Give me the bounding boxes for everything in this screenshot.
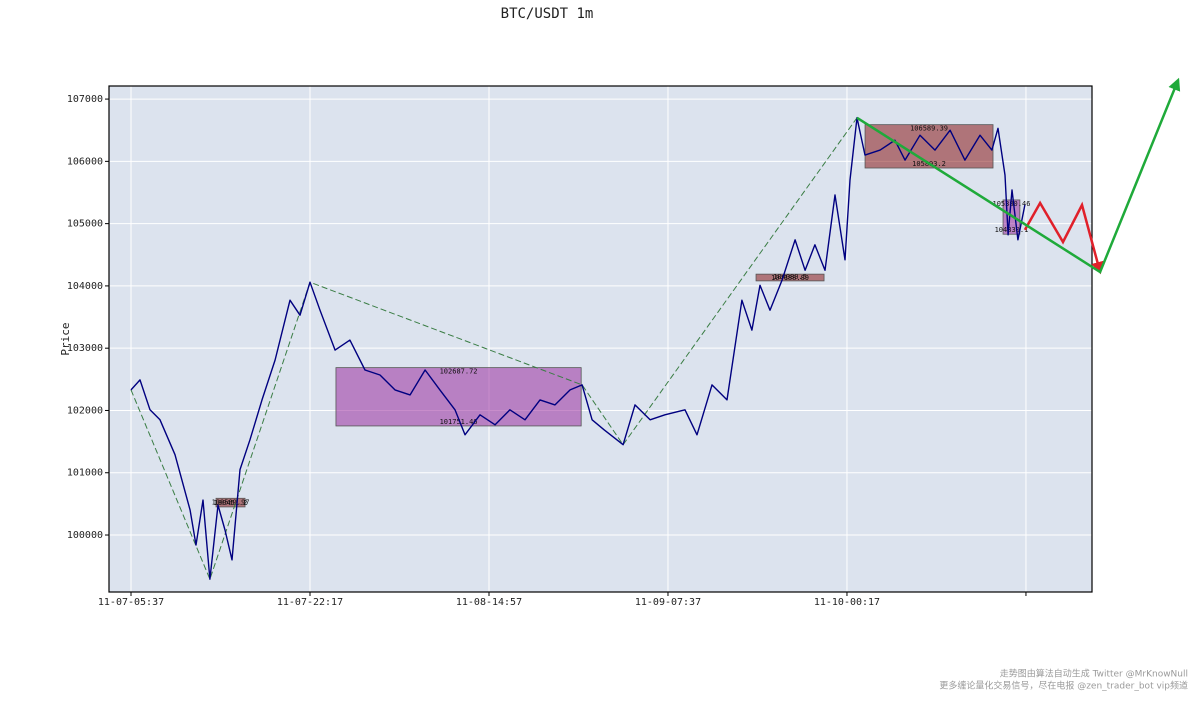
x-tick-label: 11-07-05:37	[98, 597, 164, 608]
y-axis-label: Price	[59, 322, 72, 355]
pivot-box	[215, 497, 246, 508]
y-tick-label: 103000	[67, 343, 103, 354]
x-tick-label: 11-07-22:17	[277, 597, 343, 608]
box-low-label: 104080.5	[773, 273, 807, 281]
plot-background	[109, 86, 1092, 592]
price-line	[130, 117, 1026, 580]
y-tick-label: 107000	[67, 94, 103, 105]
box-low-label: 104830.1	[995, 226, 1029, 234]
y-tick-label: 102000	[67, 405, 103, 416]
x-tick-label: 11-09-07:37	[635, 597, 701, 608]
box-low-label: 101751.46	[440, 418, 478, 426]
plot-frame	[108, 85, 1093, 593]
pivot-box	[335, 367, 582, 427]
y-tick-label: 106000	[67, 156, 103, 167]
forecast-line	[1023, 200, 1104, 275]
pivot-box	[755, 273, 825, 282]
footer-line: 更多缠论量化交易信号，尽在电报 @zen_trader_bot vip频道	[939, 680, 1188, 692]
box-high-label: 100589.97	[212, 498, 250, 506]
chart-title: BTC/USDT 1m	[501, 6, 594, 22]
x-tick-label: 11-08-14:57	[456, 597, 522, 608]
box-low-label: 100451.2	[214, 499, 248, 507]
y-tick-label: 104000	[67, 281, 103, 292]
y-tick-label: 101000	[67, 468, 103, 479]
footer-line: 走势图由算法自动生成 Twitter @MrKnowNull	[1000, 668, 1188, 680]
box-high-label: 106589.39	[910, 125, 948, 133]
forecast-line	[856, 77, 1181, 274]
x-tick-label: 11-10-00:17	[814, 597, 880, 608]
y-tick-label: 100000	[67, 530, 103, 541]
y-tick-label: 105000	[67, 219, 103, 230]
box-high-label: 104188.89	[771, 274, 809, 282]
box-high-label: 102687.72	[440, 368, 478, 376]
